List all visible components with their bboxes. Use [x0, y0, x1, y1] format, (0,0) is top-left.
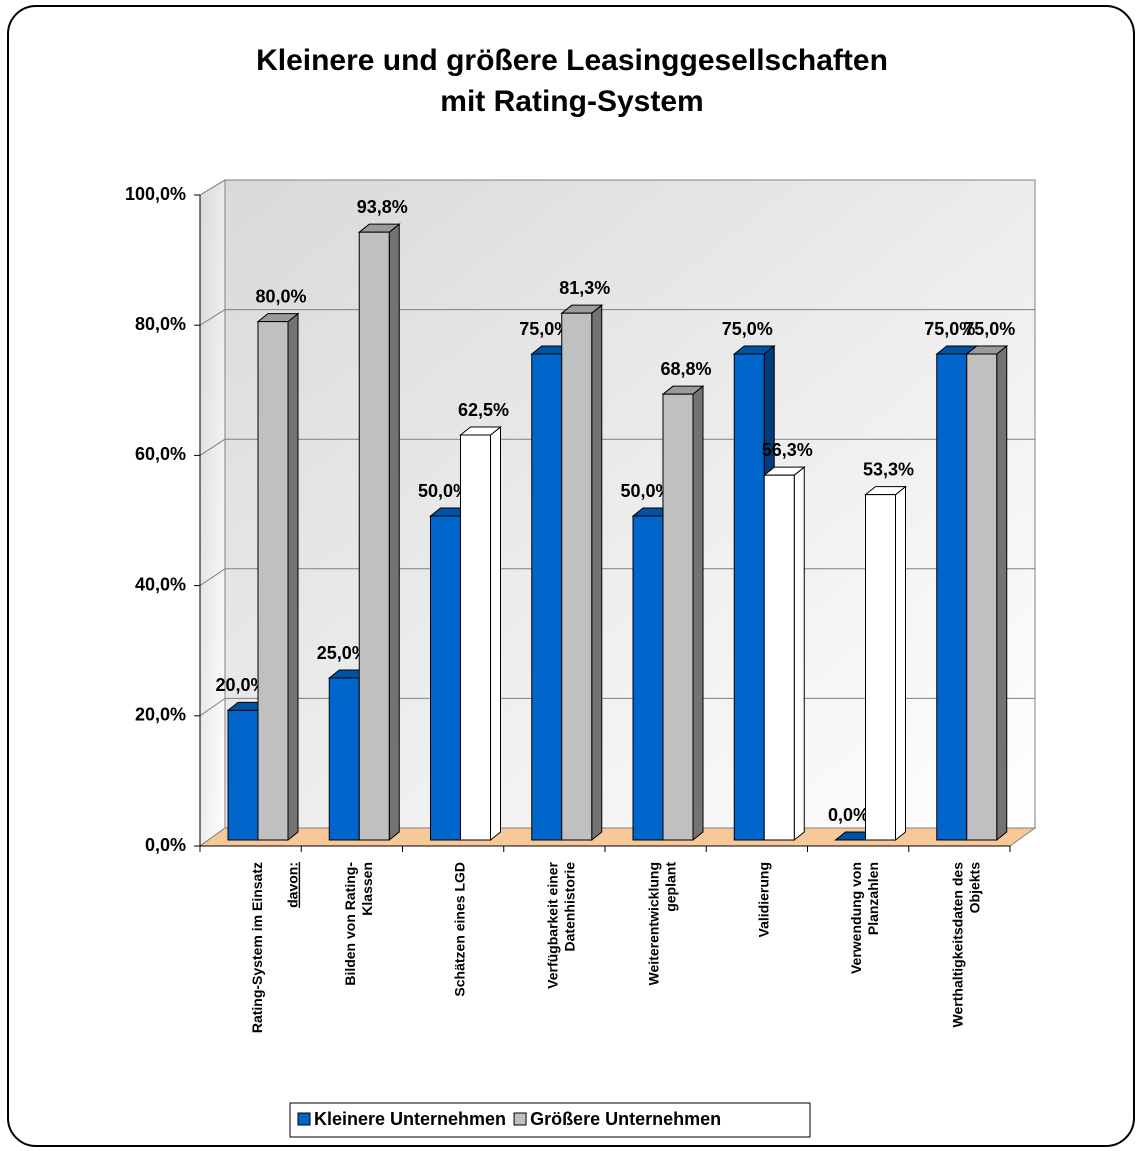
grid-line: [199, 179, 226, 196]
chart-title: Kleinere und größere Leasinggesellschaft…: [256, 44, 888, 77]
value-label: 75,0%: [964, 319, 1015, 339]
x-tick-label: Rating-System im Einsatz: [249, 862, 265, 1033]
x-tick-label: Validierung: [755, 862, 771, 937]
value-label: 75,0%: [722, 319, 773, 339]
legend-swatch: [513, 1112, 527, 1126]
bar-side: [591, 304, 603, 842]
bar-side: [996, 344, 1008, 842]
y-tick-label: 100,0%: [125, 184, 186, 204]
bar: [257, 321, 289, 841]
bar: [936, 353, 968, 841]
bar-side: [793, 466, 805, 842]
bar: [227, 709, 259, 841]
value-label: 0,0%: [828, 805, 869, 825]
grid-line: [199, 438, 226, 456]
value-label: 62,5%: [458, 400, 509, 420]
bar: [632, 515, 664, 841]
bar: [460, 434, 491, 841]
bar-side: [692, 385, 704, 842]
grid-line: [199, 309, 226, 326]
value-label: 75,0%: [519, 319, 570, 339]
bar: [328, 677, 360, 841]
bar: [966, 353, 998, 841]
bar: [763, 474, 795, 841]
legend-label: Größere Unternehmen: [530, 1109, 721, 1129]
y-tick-label: 20,0%: [135, 705, 186, 725]
bar: [531, 353, 563, 841]
bar-side: [388, 223, 400, 842]
legend-box: [289, 1102, 811, 1138]
value-label: 81,3%: [559, 278, 610, 298]
annotation: davon:: [285, 862, 301, 908]
x-tick-label: Werthaltigkeitsdaten desObjekts: [949, 862, 982, 1028]
value-label: 80,0%: [255, 286, 306, 306]
y-tick-label: 40,0%: [135, 574, 186, 594]
legend-swatch: [297, 1112, 311, 1126]
y-tick-label: 60,0%: [135, 444, 186, 464]
value-label: 56,3%: [762, 440, 813, 460]
bar: [430, 515, 461, 841]
bar-side: [490, 425, 501, 842]
floor: [198, 827, 1037, 847]
grid-line: [199, 568, 226, 587]
y-tick-label: 0,0%: [145, 835, 186, 855]
x-tick-label: Weiterentwicklunggeplant: [645, 862, 678, 986]
chart-subtitle: mit Rating-System: [440, 85, 703, 118]
x-tick-label: Schätzen eines LGD: [451, 862, 467, 997]
value-label: 50,0%: [620, 481, 671, 501]
value-label: 50,0%: [418, 481, 469, 501]
bar-side: [895, 485, 906, 842]
x-tick-label: Verfügbarkeit einerDatenhistorie: [544, 861, 577, 988]
value-label: 53,3%: [863, 459, 914, 479]
value-label: 93,8%: [357, 197, 408, 217]
bar: [358, 231, 390, 841]
bar: [733, 353, 765, 841]
side-wall: [199, 179, 226, 847]
grid-line: [199, 697, 226, 717]
value-label: 75,0%: [924, 319, 975, 339]
value-label: 20,0%: [215, 675, 266, 695]
value-label: 68,8%: [660, 359, 711, 379]
legend-label: Kleinere Unternehmen: [314, 1109, 506, 1129]
bar: [662, 393, 694, 841]
bar: [561, 312, 593, 841]
x-tick-label: Bilden von Rating-Klassen: [341, 862, 374, 986]
y-tick-label: 80,0%: [135, 314, 186, 334]
x-tick-label: Verwendung vonPlanzahlen: [848, 862, 881, 974]
value-label: 25,0%: [317, 643, 368, 663]
bar: [865, 494, 896, 841]
bar-side: [287, 312, 299, 842]
